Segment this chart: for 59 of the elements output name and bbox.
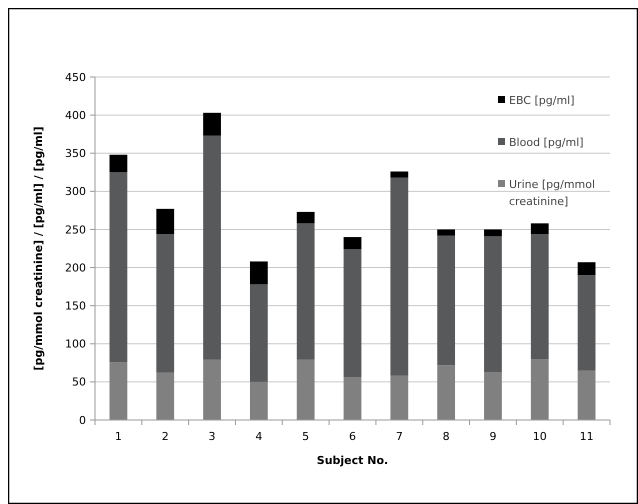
legend-label: Urine [pg/mmol creatinine] bbox=[509, 178, 596, 208]
x-tick-label: 2 bbox=[162, 430, 169, 443]
bar bbox=[344, 237, 362, 250]
bar bbox=[344, 249, 362, 378]
y-tick-label: 400 bbox=[65, 108, 86, 122]
bar bbox=[296, 360, 315, 420]
bar bbox=[578, 370, 596, 420]
y-tick-label: 150 bbox=[65, 300, 86, 313]
bar bbox=[110, 154, 128, 172]
legend-label: EBC [pg/ml] bbox=[509, 94, 575, 107]
y-tick-label: 250 bbox=[65, 223, 86, 236]
bar bbox=[250, 284, 268, 382]
bar bbox=[484, 236, 502, 372]
x-tick-label: 7 bbox=[396, 430, 403, 443]
x-tick-label: 11 bbox=[580, 430, 594, 443]
bar bbox=[250, 382, 268, 420]
bar bbox=[437, 365, 456, 420]
bar bbox=[110, 362, 128, 420]
y-tick-label: 200 bbox=[65, 261, 86, 274]
x-tick-label: 8 bbox=[442, 430, 450, 443]
bar bbox=[437, 229, 456, 236]
bar bbox=[530, 359, 549, 420]
y-axis-title: [pg/mmol creatinine] / [pg/ml] / [pg/ml] bbox=[32, 126, 45, 371]
bar bbox=[156, 208, 174, 234]
bar bbox=[390, 376, 408, 420]
x-tick-label: 6 bbox=[349, 430, 356, 443]
y-tick-label: 100 bbox=[65, 338, 86, 351]
bar bbox=[156, 372, 174, 420]
bar bbox=[578, 275, 596, 370]
y-tick-label: 450 bbox=[65, 70, 86, 84]
bar bbox=[296, 223, 315, 360]
x-tick-label: 9 bbox=[489, 430, 496, 443]
y-tick-label: 0 bbox=[79, 414, 86, 427]
bar bbox=[390, 172, 408, 178]
y-tick-label: 300 bbox=[65, 185, 86, 198]
x-tick-label: 1 bbox=[114, 430, 122, 443]
bar bbox=[110, 172, 128, 362]
bar bbox=[156, 234, 174, 373]
bar bbox=[344, 377, 362, 420]
y-tick-label: 350 bbox=[65, 147, 86, 160]
bar bbox=[484, 229, 502, 236]
legend-label: Blood [pg/ml] bbox=[509, 136, 584, 149]
x-tick-label: 4 bbox=[255, 430, 262, 443]
bar bbox=[203, 360, 221, 420]
bar bbox=[390, 178, 408, 376]
bar bbox=[250, 261, 268, 284]
bar bbox=[530, 223, 549, 234]
bar bbox=[484, 372, 502, 420]
y-tick-label: 50 bbox=[72, 376, 86, 389]
x-tick-label: 5 bbox=[302, 430, 310, 443]
bar bbox=[437, 236, 456, 366]
x-axis-title: Subject No. bbox=[316, 454, 388, 467]
x-tick-label: 3 bbox=[208, 430, 216, 443]
bar bbox=[578, 262, 596, 276]
bar bbox=[203, 112, 221, 136]
x-tick-label: 10 bbox=[532, 430, 547, 443]
bar bbox=[530, 234, 549, 360]
bar bbox=[203, 136, 221, 360]
bar bbox=[296, 212, 315, 224]
